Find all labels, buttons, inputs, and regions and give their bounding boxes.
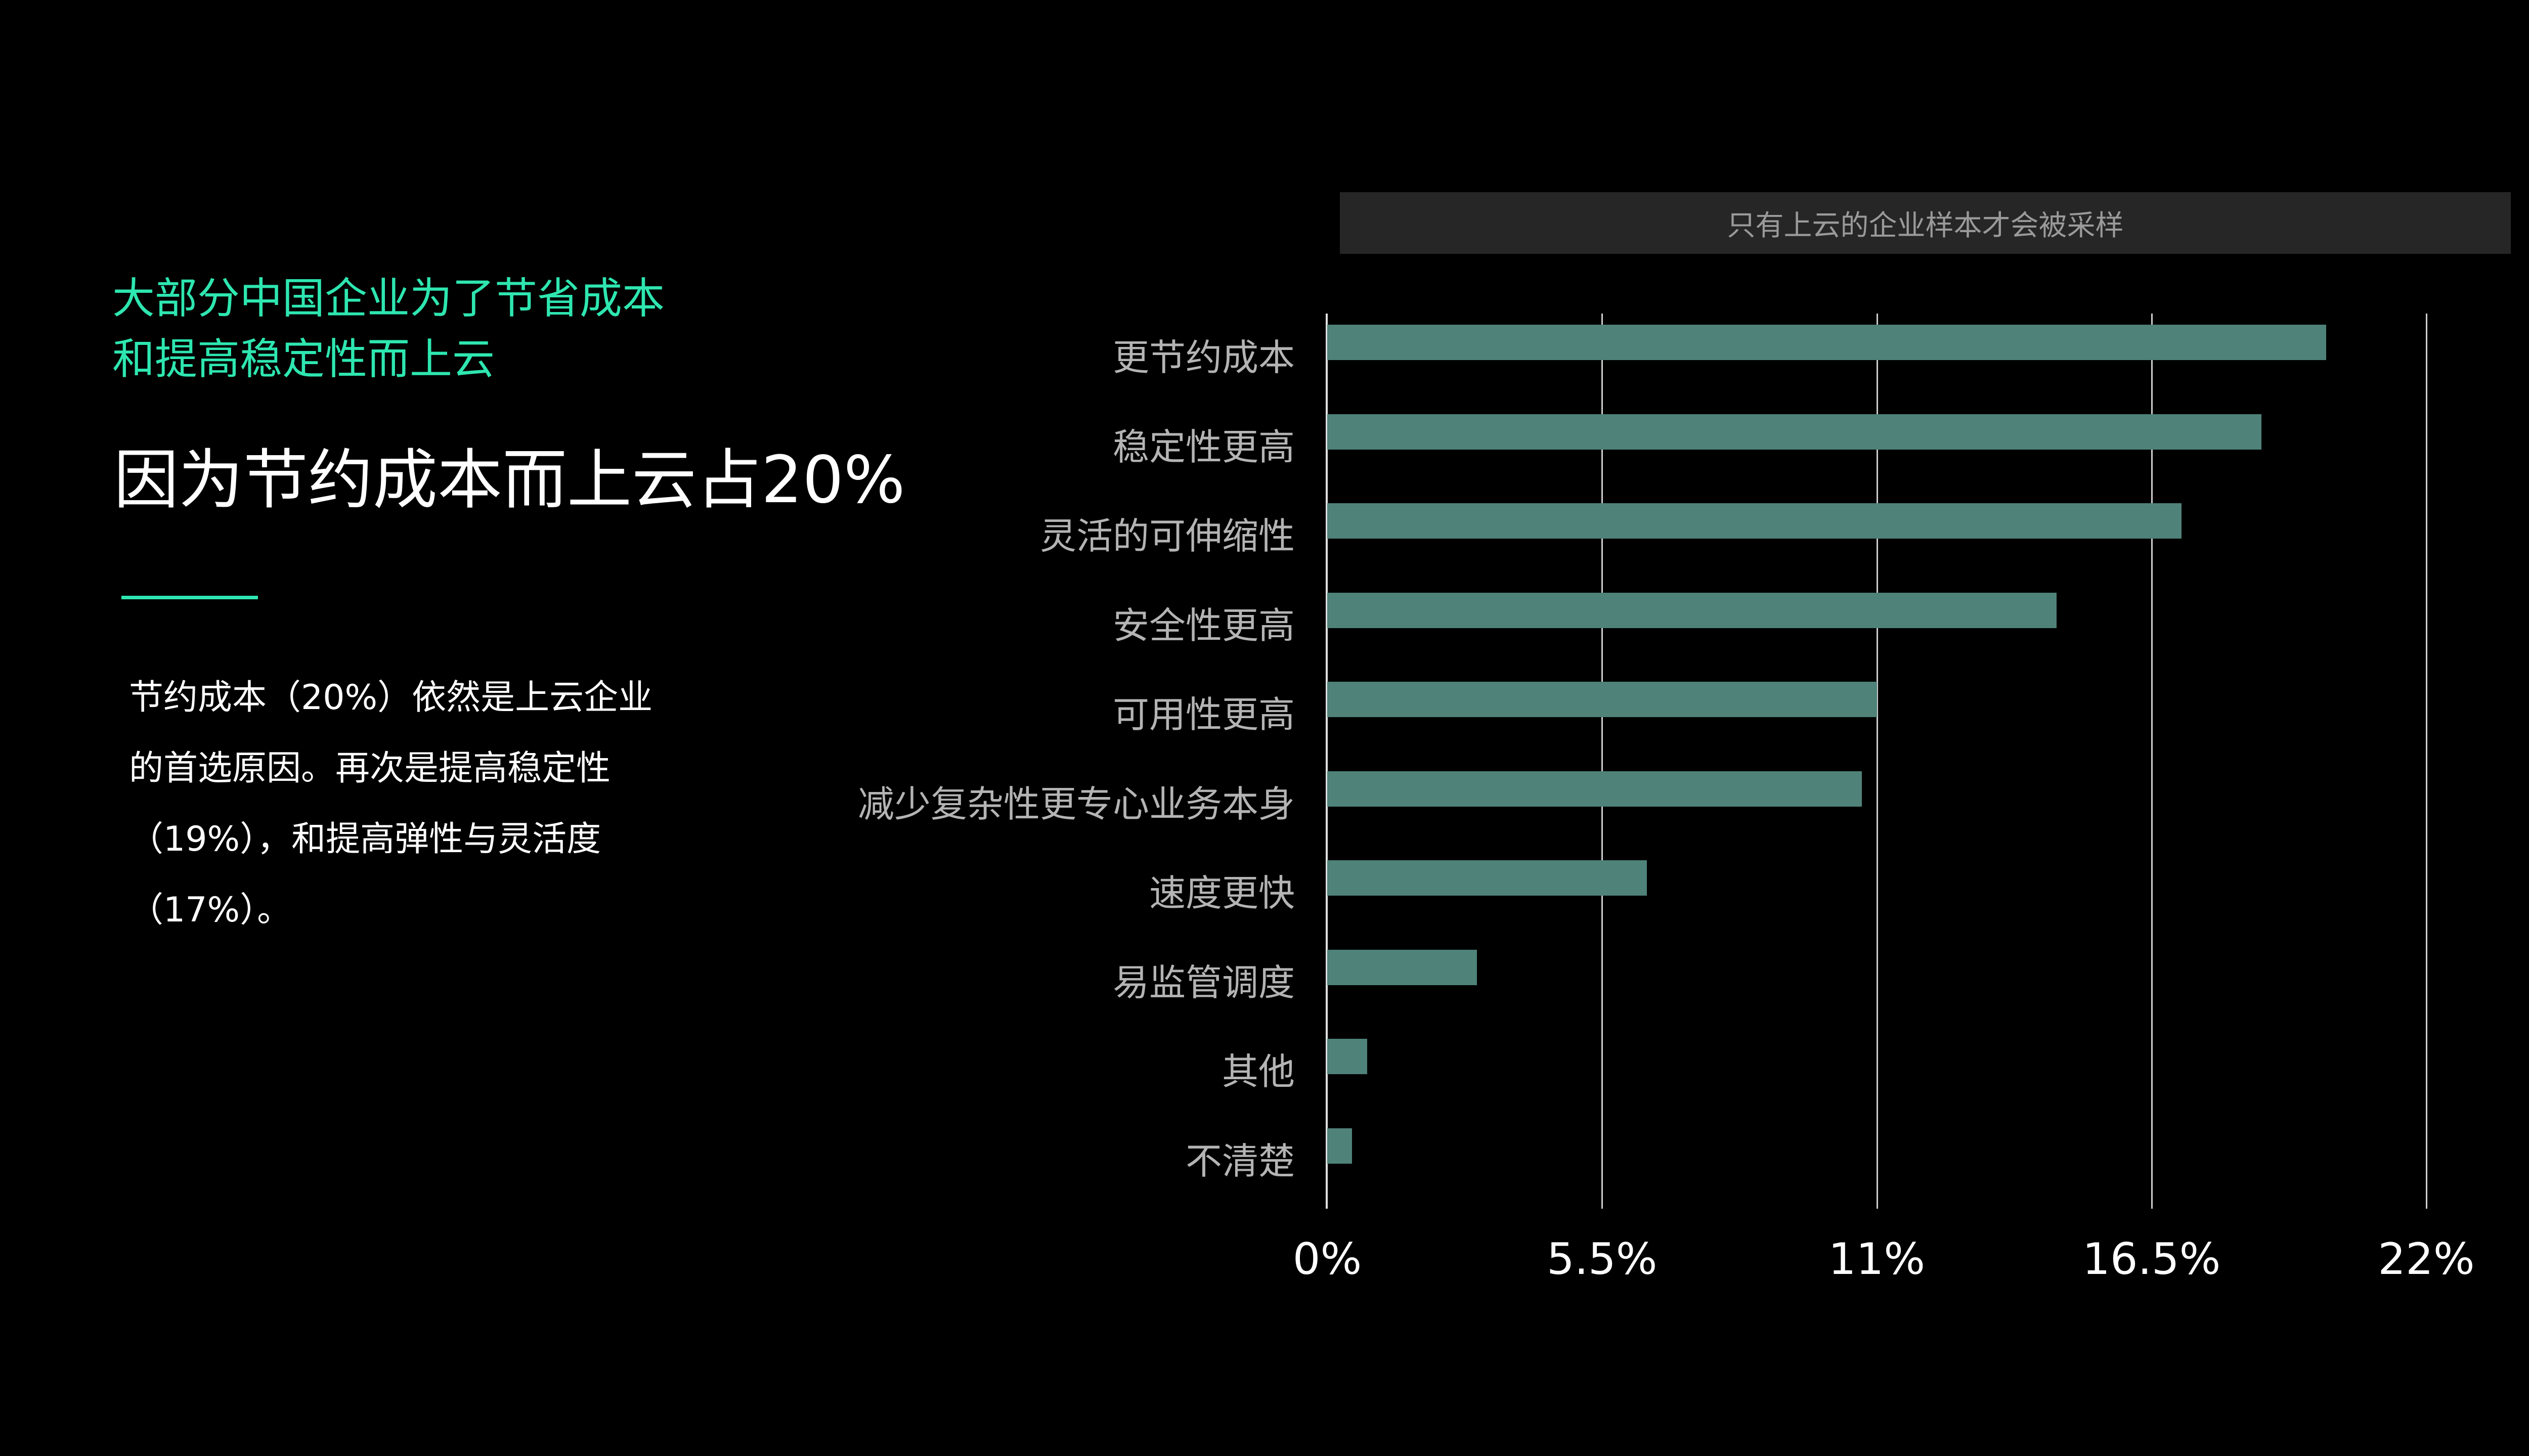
category-label: 速度更快	[1149, 872, 1295, 914]
x-tick-label: 0%	[1292, 1234, 1362, 1285]
sample-note-text: 只有上云的企业样本才会被采样	[1727, 209, 2124, 242]
y-axis-line	[1326, 314, 1328, 1209]
category-label: 其他	[1222, 1050, 1295, 1093]
category-label: 可用性更高	[1112, 693, 1295, 736]
sample-note-banner: 只有上云的企业样本才会被采样	[1340, 192, 2511, 254]
bar	[1327, 414, 2262, 450]
x-tick-label: 22%	[2378, 1234, 2475, 1285]
headline: 大部分中国企业为了节省成本 和提高稳定性而上云	[112, 268, 871, 389]
headline-line-1: 大部分中国企业为了节省成本	[112, 274, 665, 323]
category-label: 灵活的可伸缩性	[1039, 515, 1295, 557]
x-tick-label: 5.5%	[1547, 1234, 1658, 1285]
accent-divider	[121, 596, 258, 599]
gridline	[1876, 314, 1878, 1209]
bar	[1327, 949, 1477, 985]
gridline	[1601, 314, 1603, 1209]
bar	[1327, 325, 2327, 360]
bar	[1327, 682, 1877, 717]
category-label: 安全性更高	[1112, 604, 1295, 647]
description-paragraph: 节约成本（20%）依然是上云企业的首选原因。再次是提高稳定性（19%），和提高弹…	[129, 678, 653, 930]
gridline	[2426, 314, 2427, 1209]
bar	[1327, 1039, 1368, 1074]
bar	[1327, 771, 1862, 807]
gridline	[2151, 314, 2153, 1209]
category-label: 减少复杂性更专心业务本身	[857, 782, 1295, 825]
category-label: 稳定性更高	[1112, 425, 1295, 468]
category-label: 更节约成本	[1112, 336, 1295, 379]
category-label: 不清楚	[1185, 1139, 1295, 1182]
bar	[1327, 503, 2182, 539]
x-tick-label: 11%	[1828, 1234, 1926, 1285]
bar	[1327, 1128, 1353, 1164]
category-label: 易监管调度	[1112, 961, 1295, 1004]
bar	[1327, 592, 2057, 628]
x-tick-label: 16.5%	[2082, 1234, 2221, 1285]
headline-line-2: 和提高稳定性而上云	[112, 334, 495, 384]
bar	[1327, 860, 1647, 896]
key-statement: 因为节约成本而上云占20%	[114, 443, 905, 518]
